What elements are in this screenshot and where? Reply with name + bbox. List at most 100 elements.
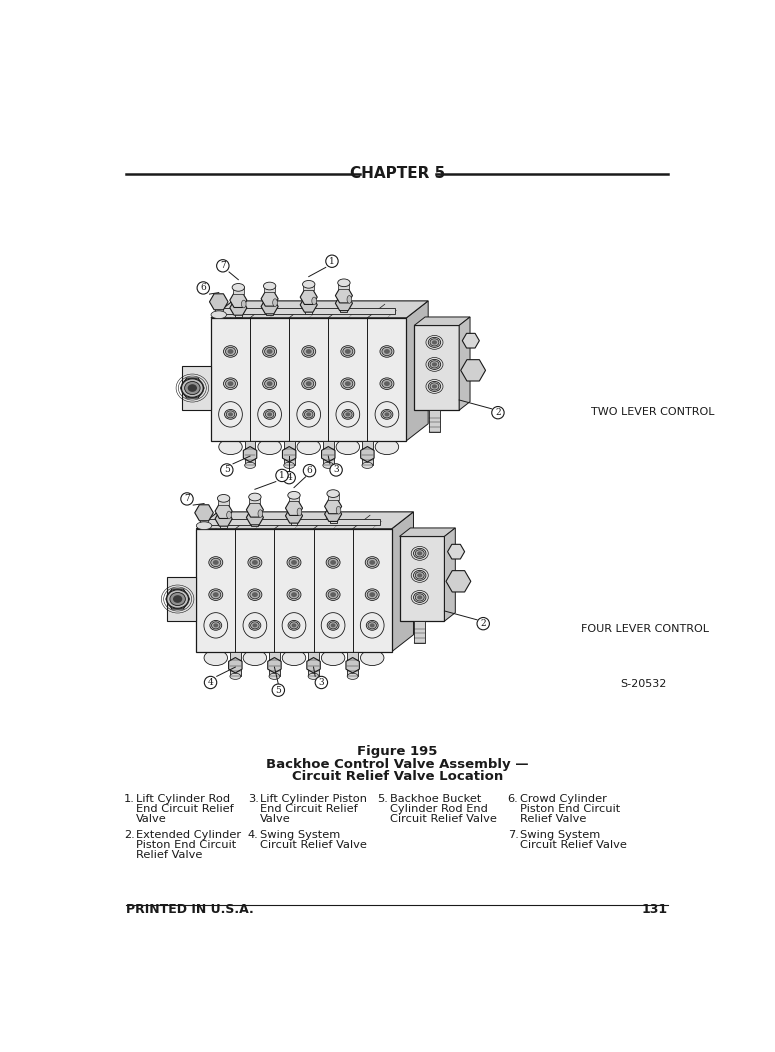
Ellipse shape: [330, 560, 336, 565]
Ellipse shape: [170, 592, 185, 606]
Ellipse shape: [329, 622, 337, 629]
Circle shape: [491, 406, 504, 419]
Ellipse shape: [287, 557, 301, 568]
Ellipse shape: [228, 349, 233, 353]
Text: Lift Cylinder Rod: Lift Cylinder Rod: [136, 794, 230, 804]
Polygon shape: [229, 658, 242, 673]
Ellipse shape: [211, 590, 221, 599]
Ellipse shape: [269, 673, 280, 680]
Text: FOUR LEVER CONTROL: FOUR LEVER CONTROL: [581, 624, 709, 634]
Text: Valve: Valve: [136, 814, 167, 824]
Text: S-20532: S-20532: [620, 680, 666, 689]
Text: End Circuit Relief: End Circuit Relief: [260, 804, 358, 814]
Bar: [215, 308, 394, 313]
Ellipse shape: [365, 557, 379, 568]
Ellipse shape: [342, 409, 353, 420]
Ellipse shape: [226, 411, 235, 418]
Polygon shape: [215, 504, 232, 519]
Ellipse shape: [368, 622, 377, 629]
Polygon shape: [322, 446, 335, 462]
Ellipse shape: [347, 673, 358, 680]
Ellipse shape: [297, 439, 320, 454]
Text: 1.: 1.: [124, 794, 135, 804]
Text: Piston End Circuit: Piston End Circuit: [520, 804, 620, 814]
Ellipse shape: [417, 595, 422, 600]
Text: 5: 5: [275, 686, 281, 694]
Text: 3.: 3.: [248, 794, 259, 804]
Ellipse shape: [219, 439, 243, 454]
Ellipse shape: [287, 589, 301, 601]
Bar: [230, 651, 241, 676]
Ellipse shape: [323, 462, 334, 468]
Ellipse shape: [430, 339, 439, 346]
Ellipse shape: [303, 409, 315, 420]
Text: 3: 3: [333, 465, 339, 474]
Bar: [215, 308, 222, 318]
Bar: [233, 287, 244, 294]
Text: Figure 195: Figure 195: [357, 746, 438, 758]
Ellipse shape: [326, 589, 340, 601]
Ellipse shape: [211, 559, 221, 567]
Ellipse shape: [227, 511, 232, 519]
Ellipse shape: [341, 346, 355, 358]
Ellipse shape: [184, 382, 200, 394]
Ellipse shape: [322, 650, 345, 666]
Text: Circuit Relief Valve: Circuit Relief Valve: [260, 841, 367, 850]
Ellipse shape: [226, 380, 236, 388]
Bar: [167, 578, 196, 621]
Ellipse shape: [345, 381, 351, 386]
Polygon shape: [400, 528, 456, 537]
Ellipse shape: [343, 347, 353, 356]
Bar: [245, 441, 256, 465]
Polygon shape: [307, 658, 320, 673]
Ellipse shape: [265, 411, 274, 418]
Polygon shape: [246, 503, 264, 518]
Ellipse shape: [213, 623, 219, 627]
Ellipse shape: [304, 380, 314, 388]
Ellipse shape: [301, 346, 315, 358]
Text: 3: 3: [319, 677, 324, 687]
Ellipse shape: [212, 622, 220, 629]
Ellipse shape: [188, 384, 197, 392]
Circle shape: [283, 471, 295, 484]
Polygon shape: [336, 288, 353, 303]
Ellipse shape: [380, 346, 394, 358]
Text: Backhoe Bucket: Backhoe Bucket: [390, 794, 481, 804]
Ellipse shape: [462, 363, 484, 378]
Bar: [303, 284, 314, 290]
Ellipse shape: [213, 592, 219, 598]
Text: 131: 131: [642, 904, 668, 916]
Polygon shape: [336, 296, 353, 310]
Ellipse shape: [226, 347, 236, 356]
Bar: [308, 651, 319, 676]
Ellipse shape: [375, 439, 398, 454]
Polygon shape: [211, 318, 406, 441]
Ellipse shape: [382, 347, 392, 356]
Text: 4.: 4.: [248, 830, 259, 839]
Ellipse shape: [306, 381, 312, 386]
Ellipse shape: [367, 590, 377, 599]
Bar: [264, 286, 275, 292]
Ellipse shape: [327, 490, 339, 498]
Ellipse shape: [228, 412, 233, 417]
Polygon shape: [325, 499, 342, 513]
Ellipse shape: [367, 621, 378, 630]
Ellipse shape: [282, 650, 305, 666]
Text: 1: 1: [329, 257, 335, 266]
Text: Crowd Cylinder: Crowd Cylinder: [520, 794, 607, 804]
Bar: [284, 441, 294, 465]
Ellipse shape: [381, 409, 393, 420]
Ellipse shape: [264, 347, 274, 356]
Ellipse shape: [362, 462, 373, 468]
Ellipse shape: [267, 349, 273, 353]
Polygon shape: [285, 508, 302, 523]
Ellipse shape: [338, 279, 350, 286]
Ellipse shape: [258, 510, 263, 518]
Circle shape: [330, 464, 343, 477]
Bar: [429, 410, 440, 431]
Bar: [288, 495, 299, 502]
Text: 5.: 5.: [377, 794, 388, 804]
Bar: [328, 493, 339, 500]
Ellipse shape: [208, 589, 222, 601]
Text: CHAPTER 5: CHAPTER 5: [350, 166, 445, 182]
